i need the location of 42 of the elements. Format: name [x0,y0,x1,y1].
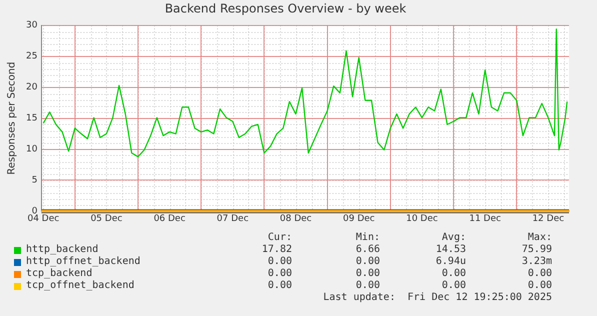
y-tick-label: 15 [26,114,38,124]
text: 17.82 [260,244,292,255]
text: 75.99 [520,244,552,255]
text: 0.00 [354,280,380,291]
text: 0.00 [266,268,292,279]
text: Max: [526,232,552,243]
x-tick-label: 11 Dec [469,214,501,224]
chart-title: Backend Responses Overview - by week [164,1,406,16]
text: Last update: Fri Dec 12 19:25:00 2025 [323,292,552,304]
text: Cur: [266,232,292,243]
legend-label: http_offnet_backend [26,256,140,267]
text: 0.00 [266,280,292,291]
text: 0.00 [440,280,466,291]
y-axis-title: Responses per Second [6,62,18,175]
y-tick-label: 30 [26,20,38,31]
text: 3.23m [520,256,552,267]
y-tick-label: 20 [26,82,38,93]
legend-label: http_backend [26,244,98,255]
text: 6.94u [434,256,466,267]
x-tick-label: 08 Dec [280,214,312,224]
x-tick-label: 10 Dec [406,214,438,224]
legend-label: tcp_backend [26,268,92,279]
y-tick-label: 5 [32,176,38,186]
x-tick-label: 09 Dec [343,214,375,224]
x-tick-label: 04 Dec [27,214,60,224]
x-tick-label: 07 Dec [216,214,249,224]
text: Avg: [440,232,466,243]
legend-label: tcp_offnet_backend [26,280,134,291]
text: 6.66 [354,244,380,255]
text: 0.00 [354,268,380,279]
y-tick-label: 10 [26,144,38,155]
text: Min: [354,232,380,243]
x-tick-label: 05 Dec [90,214,122,224]
text: 0.00 [526,280,552,291]
text: 0.00 [266,256,292,267]
text: 0.00 [440,268,466,279]
text: 0.00 [526,268,552,279]
text: 0.00 [354,256,380,267]
text: 14.53 [434,244,466,255]
y-tick-label: 25 [26,52,38,62]
x-tick-label: 12 Dec [532,214,564,224]
x-tick-label: 06 Dec [154,214,186,224]
